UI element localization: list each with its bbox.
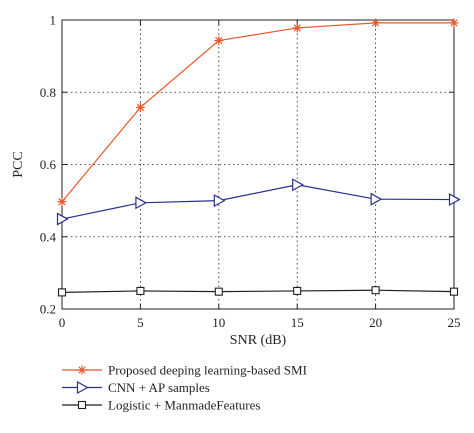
data-point-asterisk xyxy=(57,197,67,207)
axis-ticks: 0 5 10 15 20 25 0.2 0.4 0.6 0.8 1 xyxy=(40,13,461,331)
data-point-triangle xyxy=(56,212,69,226)
data-point-square xyxy=(449,287,459,296)
data-point-triangle xyxy=(76,380,89,395)
legend: Proposed deeping learning-based SMI CNN +… xyxy=(62,363,307,413)
data-point-square xyxy=(77,400,87,410)
data-point-triangle xyxy=(370,192,383,206)
data-point-square xyxy=(214,287,223,296)
data-point-square xyxy=(57,288,67,297)
x-tick-label: 0 xyxy=(59,315,66,330)
x-tick-label: 5 xyxy=(137,315,144,330)
x-tick-label: 20 xyxy=(369,315,382,330)
x-tick-label: 15 xyxy=(291,315,304,330)
x-tick-label: 10 xyxy=(212,315,225,330)
data-point-asterisk xyxy=(135,102,145,112)
series-2 xyxy=(57,286,459,297)
legend-entry: CNN + AP samples xyxy=(62,380,210,395)
data-point-square xyxy=(371,286,380,295)
data-point-triangle xyxy=(292,178,304,192)
x-axis-label: SNR (dB) xyxy=(230,333,287,348)
data-point-triangle xyxy=(135,196,148,210)
x-tick-label: 25 xyxy=(448,315,461,330)
data-point-square xyxy=(293,286,302,295)
data-point-triangle xyxy=(213,194,226,208)
series-line xyxy=(61,184,455,220)
data-point-square xyxy=(136,286,145,295)
legend-label: Proposed deeping learning-based SMI xyxy=(108,363,307,378)
grid-lines xyxy=(62,20,454,309)
data-point-asterisk xyxy=(449,18,459,28)
data-point-triangle xyxy=(448,193,461,207)
series-1 xyxy=(56,178,461,226)
y-tick-label: 1 xyxy=(50,13,57,28)
y-tick-label: 0.6 xyxy=(40,157,57,172)
legend-entry: Proposed deeping learning-based SMI xyxy=(62,363,307,378)
series-line xyxy=(61,289,455,293)
legend-label: CNN + AP samples xyxy=(108,380,210,395)
y-axis-label: PCC xyxy=(11,151,26,177)
legend-label: Logistic + ManmadeFeatures xyxy=(108,398,260,413)
series-0 xyxy=(57,18,459,207)
y-tick-label: 0.4 xyxy=(40,229,57,244)
legend-entry: Logistic + ManmadeFeatures xyxy=(62,398,260,413)
data-point-asterisk xyxy=(77,365,87,375)
y-tick-label: 0.2 xyxy=(40,302,56,317)
data-point-asterisk xyxy=(371,18,381,28)
series-group xyxy=(56,18,461,297)
series-line xyxy=(61,22,454,203)
y-tick-label: 0.8 xyxy=(40,85,56,100)
data-point-asterisk xyxy=(292,23,302,33)
data-point-asterisk xyxy=(214,36,224,46)
